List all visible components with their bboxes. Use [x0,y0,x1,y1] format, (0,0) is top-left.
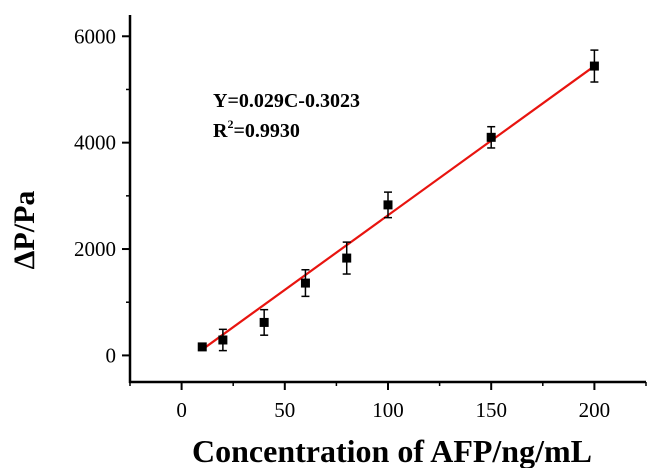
x-tick-label: 150 [475,398,507,422]
y-tick-label: 2000 [74,237,116,261]
axes: 0 2000 4000 6000 0 50 100 150 200 [74,15,647,422]
data-point [383,200,393,210]
data-points-layer [197,49,599,352]
data-point [486,132,496,142]
x-tick-label: 200 [579,398,611,422]
x-tick-label: 50 [274,398,295,422]
x-axis-title: Concentration of AFP/ng/mL [192,433,592,468]
fit-line-layer [201,65,596,351]
fit-line [201,65,596,351]
data-point [259,317,269,327]
data-point [218,335,228,345]
data-point [197,342,207,352]
r-squared-prefix: R [213,120,228,142]
data-point [300,278,310,288]
x-tick-label: 100 [372,398,404,422]
data-point [589,61,599,71]
r-squared-value: =0.9930 [233,120,299,142]
equation-annotation: Y=0.029C-0.3023 [213,90,360,112]
y-tick-label: 6000 [74,24,116,48]
y-tick-label: 0 [106,343,117,367]
y-tick-label: 4000 [74,131,116,155]
data-point [342,253,352,263]
r-squared-annotation: R2=0.9930 [213,117,300,142]
r-squared-superscript: 2 [227,117,233,131]
x-tick-label: 0 [176,398,187,422]
y-axis-title: ΔP/Pa [8,191,41,270]
